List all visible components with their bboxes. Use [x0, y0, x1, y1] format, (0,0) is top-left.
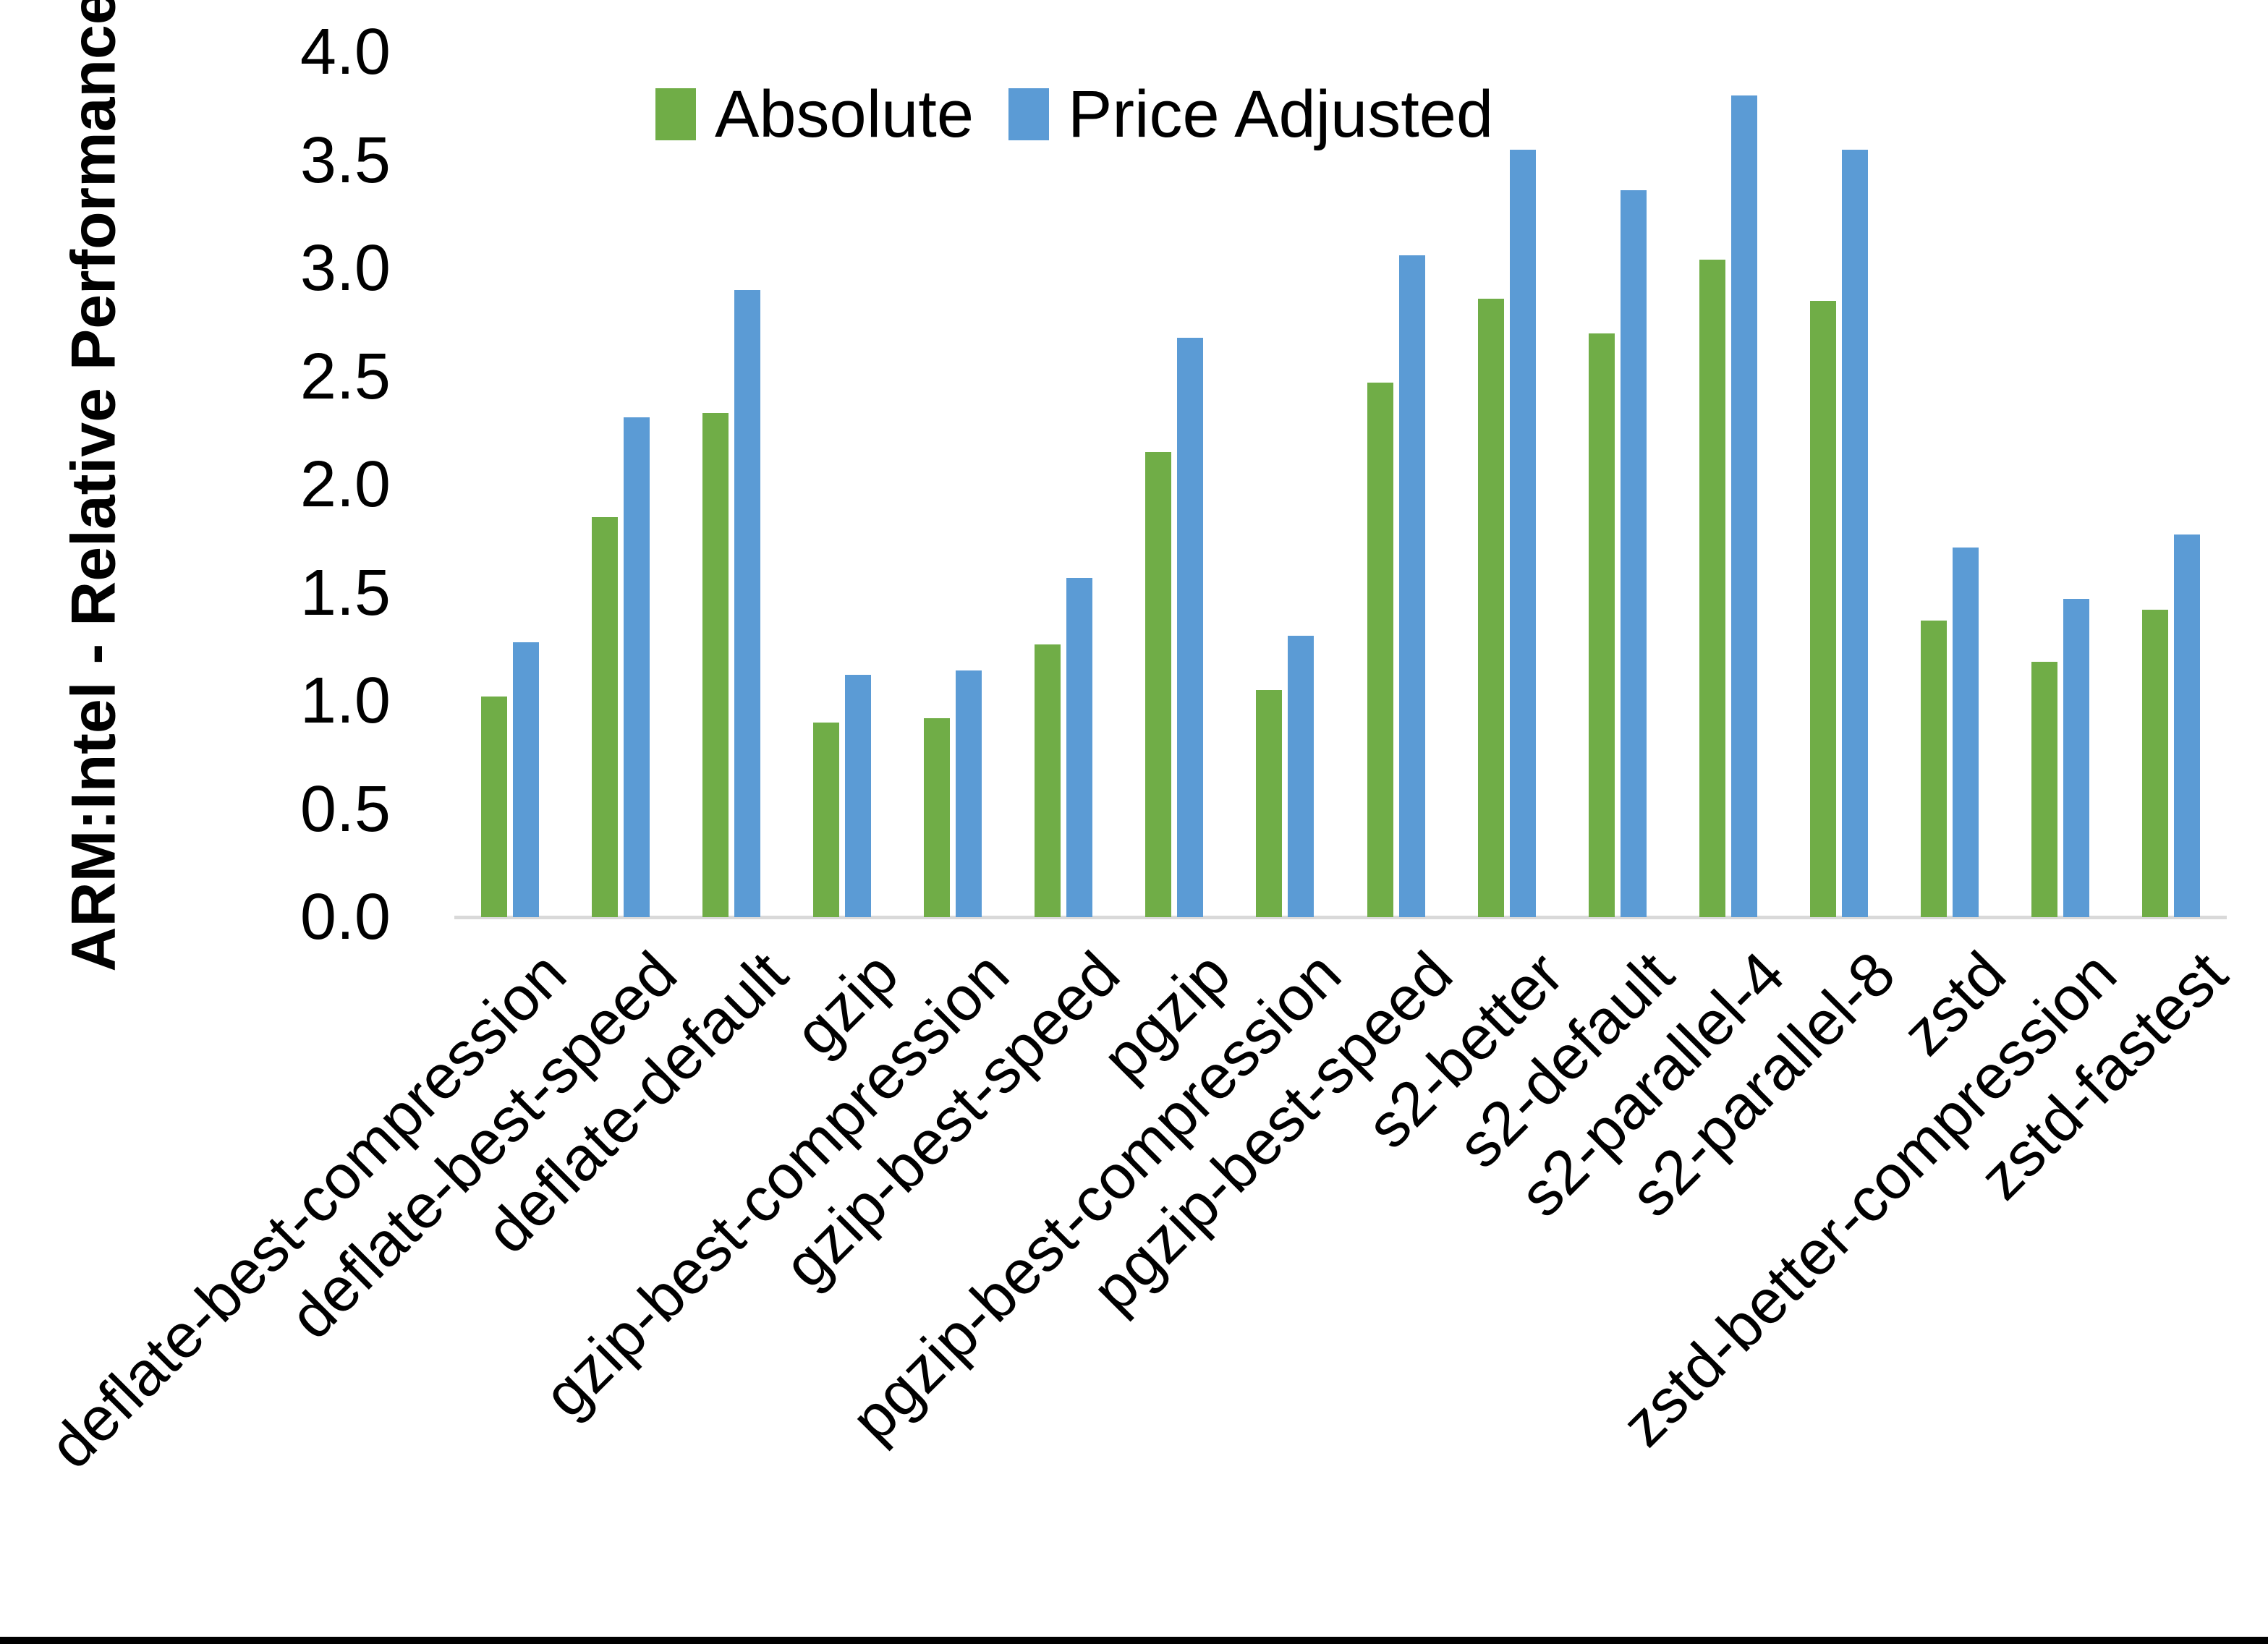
bar-price-adjusted-deflate-best-compression	[512, 642, 539, 917]
bar-price-adjusted-zstd	[1953, 548, 1979, 917]
y-tick-label-0.5: 0.5	[300, 772, 391, 846]
y-tick-label-1.5: 1.5	[300, 556, 391, 629]
bar-absolute-s2-better	[1477, 299, 1504, 917]
bar-price-adjusted-deflate-default	[734, 290, 760, 917]
bar-price-adjusted-pgzip	[1177, 338, 1204, 917]
legend-swatch-price-adjusted	[1008, 88, 1049, 140]
x-axis-line	[454, 916, 2227, 919]
bar-price-adjusted-gzip	[844, 675, 871, 917]
bar-price-adjusted-zstd-fastest	[2174, 534, 2201, 917]
bar-absolute-pgzip	[1145, 452, 1172, 917]
bar-absolute-pgzip-best-speed	[1367, 383, 1393, 917]
bar-price-adjusted-zstd-better-compression	[2063, 599, 2090, 917]
y-tick-label-3.5: 3.5	[300, 124, 391, 197]
bar-price-adjusted-gzip-best-speed	[1066, 578, 1093, 917]
plot-area	[454, 52, 2227, 919]
legend-label-price-adjusted: Price Adjusted	[1068, 77, 1494, 151]
bar-absolute-zstd-better-compression	[2031, 662, 2058, 917]
bar-price-adjusted-gzip-best-compression	[956, 670, 982, 917]
y-tick-label-1.0: 1.0	[300, 665, 391, 737]
bar-price-adjusted-s2-default	[1620, 190, 1647, 917]
bar-absolute-zstd-fastest	[2142, 610, 2169, 917]
bar-absolute-pgzip-best-compression	[1256, 690, 1283, 917]
bar-absolute-deflate-default	[702, 413, 729, 917]
y-tick-label-2.5: 2.5	[300, 340, 391, 413]
y-tick-label-0.0: 0.0	[300, 881, 391, 953]
bar-absolute-zstd	[1921, 621, 1948, 917]
y-tick-label-4.0: 4.0	[300, 16, 391, 88]
bar-absolute-s2-parallel-4	[1699, 260, 1725, 917]
bar-absolute-gzip-best-compression	[924, 718, 951, 917]
legend-swatch-absolute	[655, 88, 696, 140]
bar-absolute-gzip	[812, 723, 839, 917]
y-tick-label-3.0: 3.0	[300, 232, 391, 304]
bar-absolute-deflate-best-compression	[480, 697, 507, 917]
bar-price-adjusted-pgzip-best-compression	[1288, 636, 1314, 917]
bar-price-adjusted-s2-parallel-4	[1730, 95, 1757, 917]
bar-price-adjusted-s2-better	[1509, 150, 1536, 917]
y-tick-label-2.0: 2.0	[300, 448, 391, 521]
bar-price-adjusted-deflate-best-speed	[623, 417, 650, 917]
bar-absolute-deflate-best-speed	[591, 517, 618, 917]
bar-absolute-s2-parallel-8	[1810, 301, 1837, 917]
legend-item-absolute: Absolute	[655, 77, 974, 151]
bar-price-adjusted-s2-parallel-8	[1842, 150, 1869, 917]
bar-absolute-gzip-best-speed	[1035, 644, 1061, 917]
legend-item-price-adjusted: Price Adjusted	[1008, 77, 1494, 151]
bar-price-adjusted-pgzip-best-speed	[1398, 255, 1425, 917]
bottom-border-line	[0, 1637, 2268, 1644]
bar-absolute-s2-default	[1588, 333, 1615, 917]
legend-label-absolute: Absolute	[715, 77, 974, 151]
